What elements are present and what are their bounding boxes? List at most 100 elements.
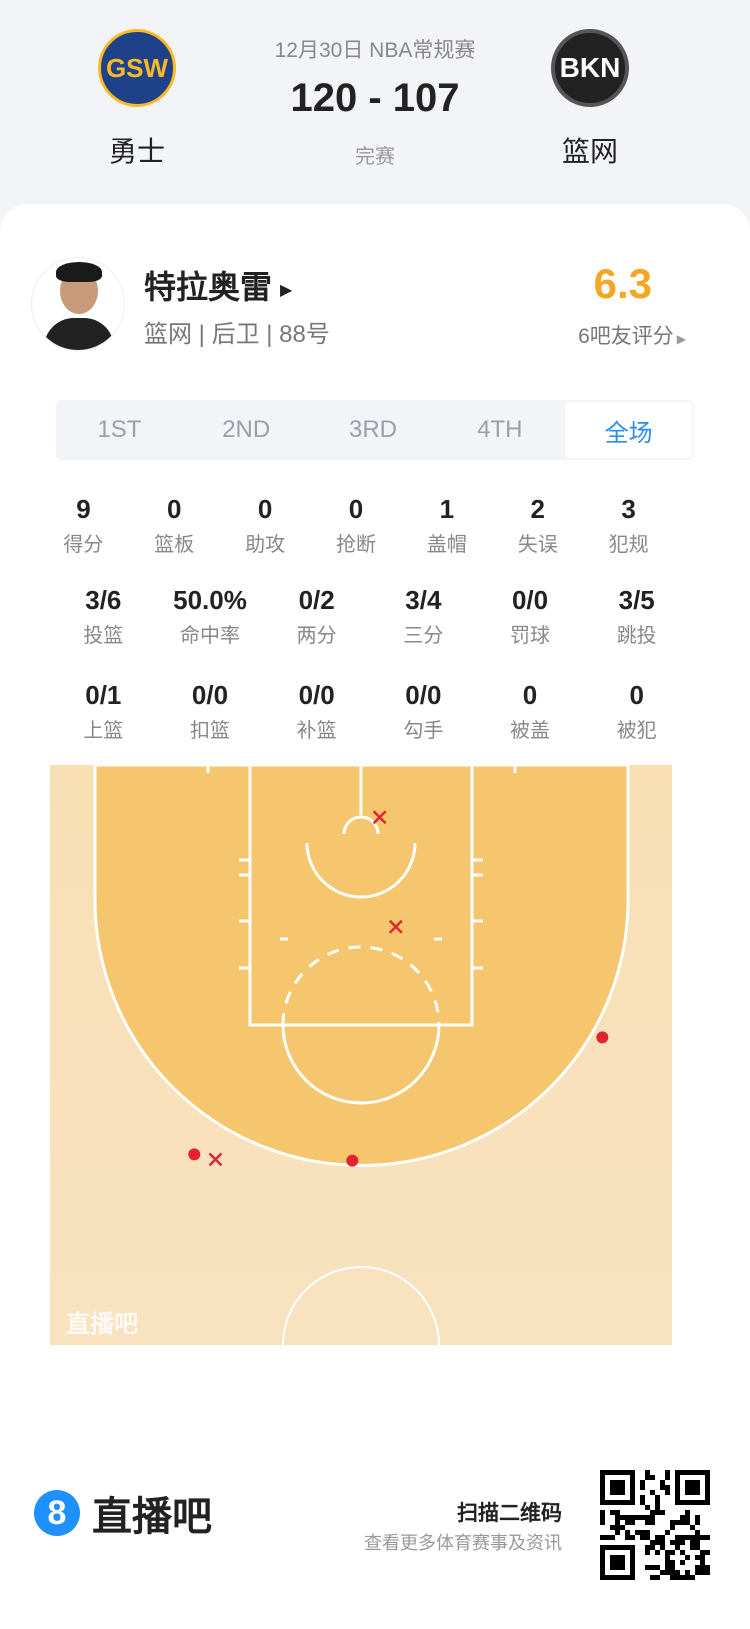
- made-shot-marker: [596, 1031, 609, 1044]
- stat-label: 两分: [296, 625, 337, 647]
- top-ticks: [206, 765, 517, 773]
- scan-title: 扫描二维码: [457, 1502, 562, 1525]
- stat-item: 0 被盖: [477, 680, 584, 743]
- match-score: 120 - 107: [290, 76, 460, 120]
- stats-row-basic: 9 得分 0 篮板 0 助攻 0 抢断 1 盖帽 2 失误 3 犯规: [38, 494, 674, 557]
- match-status: 完赛: [355, 146, 395, 168]
- tab-3rd[interactable]: 3RD: [348, 416, 397, 443]
- stat-item: 0 篮板: [129, 494, 220, 557]
- stat-value: 0/1: [85, 680, 122, 710]
- stat-item: 3/4 三分: [370, 585, 477, 648]
- stat-value: 0: [522, 680, 538, 710]
- stat-label: 抢断: [336, 534, 376, 556]
- stat-label: 罚球: [510, 625, 551, 647]
- player-info: 篮网 | 后卫 | 88号: [144, 321, 330, 348]
- stat-item: 1 盖帽: [401, 494, 492, 557]
- stat-item: 9 得分: [38, 494, 129, 557]
- stat-item: 0/1 上篮: [50, 680, 157, 743]
- made-shot-marker: [346, 1154, 359, 1167]
- made-shot-marker: [188, 1148, 201, 1161]
- stat-item: 50.0% 命中率: [157, 585, 264, 648]
- player-avatar[interactable]: [31, 257, 125, 351]
- stat-label: 勾手: [403, 720, 444, 742]
- stat-value: 2: [530, 494, 545, 524]
- stat-label: 上篮: [83, 720, 124, 742]
- missed-shot-marker: [388, 919, 403, 934]
- away-team-logo[interactable]: BKN: [551, 29, 629, 107]
- home-team-name[interactable]: 勇士: [108, 136, 165, 167]
- stat-value: 0/0: [298, 680, 335, 710]
- stat-item: 3 犯规: [583, 494, 674, 557]
- brand-8-icon: 8: [34, 1490, 80, 1536]
- qr-code[interactable]: [600, 1470, 710, 1580]
- tab-1st[interactable]: 1ST: [97, 416, 142, 443]
- stat-item: 0/0 勾手: [370, 680, 477, 743]
- stat-label: 被犯: [616, 720, 657, 742]
- player-name[interactable]: 特拉奥雷 ▶: [144, 269, 293, 305]
- stat-label: 助攻: [245, 534, 286, 556]
- stats-row-shooting: 3/6 投篮 50.0% 命中率 0/2 两分 3/4 三分 0/0 罚球 3/5 跳投: [50, 585, 690, 648]
- missed-shot-marker: [372, 810, 387, 825]
- stat-label: 被盖: [510, 720, 551, 742]
- stat-item: 0 被犯: [583, 680, 690, 743]
- tab-2nd[interactable]: 2ND: [222, 416, 271, 443]
- stat-item: 0/0 补篮: [263, 680, 370, 743]
- stat-label: 命中率: [180, 625, 240, 647]
- stat-label: 篮板: [154, 534, 195, 556]
- paint: [248, 765, 474, 1027]
- period-tabs: 1ST 2ND 3RD 4TH 全场: [56, 400, 694, 460]
- free-throw-circle-bottom: [281, 1024, 441, 1105]
- stat-value: 3/4: [405, 585, 442, 615]
- stat-value: 0: [629, 680, 644, 710]
- stat-label: 投篮: [83, 625, 124, 647]
- stat-item: 3/5 跳投: [583, 585, 690, 648]
- stat-value: 0: [167, 494, 182, 524]
- missed-shot-marker: [208, 1152, 223, 1167]
- stat-label: 失误: [517, 534, 558, 556]
- stat-value: 0/2: [298, 585, 335, 615]
- center-circle: [282, 1266, 440, 1345]
- stat-item: 0/2 两分: [263, 585, 370, 648]
- stat-value: 1: [439, 494, 455, 524]
- stat-label: 盖帽: [426, 534, 467, 556]
- rim-arc: [342, 815, 380, 835]
- brand-logo: 8 直播吧: [34, 1484, 212, 1542]
- stat-label: 犯规: [608, 534, 649, 556]
- stat-item: 0 助攻: [220, 494, 311, 557]
- chevron-right-icon: ▶: [676, 332, 686, 346]
- restricted-area: [305, 842, 417, 899]
- three-point-line: [93, 765, 630, 1167]
- match-date-league: 12月30日 NBA常规赛: [274, 39, 476, 62]
- stat-value: 0: [257, 494, 273, 524]
- stat-label: 扣篮: [190, 720, 230, 742]
- stat-value: 50.0%: [173, 585, 247, 615]
- stat-value: 0/0: [511, 585, 549, 615]
- free-throw-circle-top: [281, 945, 441, 1026]
- stat-item: 3/6 投篮: [50, 585, 157, 648]
- stat-label: 跳投: [616, 625, 657, 647]
- stat-item: 0/0 罚球: [477, 585, 584, 648]
- stat-value: 0/0: [191, 680, 229, 710]
- stat-label: 三分: [403, 625, 444, 647]
- brand-name: 直播吧: [92, 1495, 212, 1539]
- stat-item: 0/0 扣篮: [157, 680, 264, 743]
- tab-4th[interactable]: 4TH: [477, 416, 523, 443]
- stat-value: 9: [76, 494, 91, 524]
- stat-value: 3: [621, 494, 636, 524]
- stat-value: 3/5: [618, 585, 655, 615]
- chevron-right-icon: ▶: [280, 281, 293, 299]
- stats-row-shot-types: 0/1 上篮 0/0 扣篮 0/0 补篮 0/0 勾手 0 被盖 0 被犯: [50, 680, 690, 743]
- rating-link[interactable]: 6吧友评分 ▶: [578, 325, 686, 348]
- stat-value: 3/6: [85, 585, 122, 615]
- player-rating: 6.3: [593, 260, 652, 307]
- watermark: 直播吧: [66, 1311, 138, 1338]
- scan-subtitle: 查看更多体育赛事及资讯: [364, 1533, 562, 1553]
- stat-item: 2 失误: [492, 494, 583, 557]
- shot-chart-court: 直播吧: [50, 765, 672, 1345]
- away-team-name[interactable]: 篮网: [561, 136, 618, 167]
- home-team-logo[interactable]: GSW: [98, 29, 176, 107]
- stat-label: 补篮: [296, 720, 337, 742]
- tab-full-game[interactable]: 全场: [565, 402, 692, 458]
- stat-label: 得分: [63, 534, 104, 556]
- lane-hash-marks: [239, 858, 483, 970]
